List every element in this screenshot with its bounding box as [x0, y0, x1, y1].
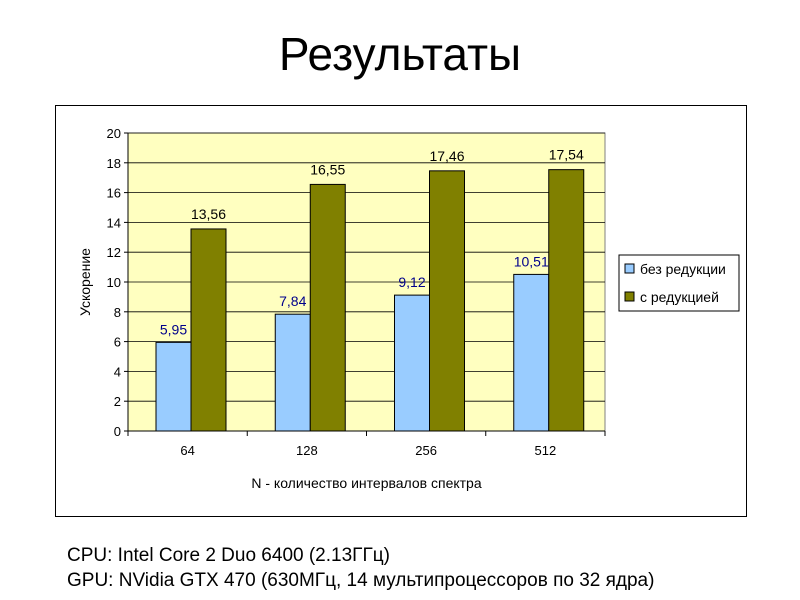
x-tick-label: 128 — [296, 443, 318, 458]
data-label-without-reduction: 7,84 — [279, 293, 306, 309]
y-tick-label: 14 — [107, 215, 121, 230]
legend-swatch — [624, 263, 635, 274]
chart-frame: 0 2 4 6 8 10 12 14 16 18 20 64 5,95 13,56 128 7,84 16,55… — [55, 105, 747, 517]
bar-without-reduction — [394, 294, 430, 432]
bar-without-reduction — [155, 341, 192, 432]
data-label-with-reduction: 17,46 — [429, 148, 464, 164]
y-tick-label: 18 — [107, 156, 121, 171]
x-tick-label: 512 — [535, 443, 557, 458]
data-label-with-reduction: 13,56 — [191, 206, 226, 222]
slide-title: Результаты — [278, 28, 522, 80]
bar-with-reduction — [429, 170, 465, 432]
cpu-note: CPU: Intel Core 2 Duo 6400 (2.13ГГц) — [67, 545, 390, 566]
data-label-with-reduction: 16,55 — [310, 161, 345, 177]
bar-with-reduction — [548, 169, 585, 432]
data-label-without-reduction: 5,95 — [160, 321, 187, 337]
data-label-without-reduction: 10,51 — [514, 253, 549, 269]
bar-with-reduction — [190, 228, 227, 432]
legend-label: без редукции — [640, 261, 726, 277]
x-axis-title: N - количество интервалов спектра — [251, 475, 481, 491]
bar-without-reduction — [274, 313, 311, 432]
y-axis-title: Ускорение — [77, 248, 93, 316]
y-tick-label: 8 — [114, 305, 121, 320]
bar-without-reduction — [513, 273, 550, 432]
y-tick-label: 0 — [114, 424, 121, 439]
y-tick-label: 16 — [107, 186, 121, 201]
gpu-note: GPU: NVidia GTX 470 (630МГц, 14 мультипр… — [67, 570, 655, 591]
y-tick-label: 6 — [114, 335, 121, 350]
bar-with-reduction — [309, 183, 346, 432]
hardware-notes: CPU: Intel Core 2 Duo 6400 (2.13ГГц) GPU… — [67, 543, 654, 593]
data-label-without-reduction: 9,12 — [398, 274, 425, 290]
legend-swatch — [624, 291, 635, 302]
speedup-bar-chart: 0 2 4 6 8 10 12 14 16 18 20 64 5,95 13,56 128 7,84 16,55… — [77, 126, 740, 491]
y-tick-label: 20 — [107, 126, 121, 141]
y-tick-label: 12 — [107, 245, 121, 260]
data-label-with-reduction: 17,54 — [549, 147, 584, 163]
x-tick-label: 64 — [180, 443, 194, 458]
y-tick-label: 10 — [107, 275, 121, 290]
legend-label: с редукцией — [640, 289, 719, 305]
x-tick-label: 256 — [415, 443, 437, 458]
y-tick-label: 2 — [114, 394, 121, 409]
y-tick-label: 4 — [114, 364, 121, 379]
legend-box — [618, 254, 740, 312]
